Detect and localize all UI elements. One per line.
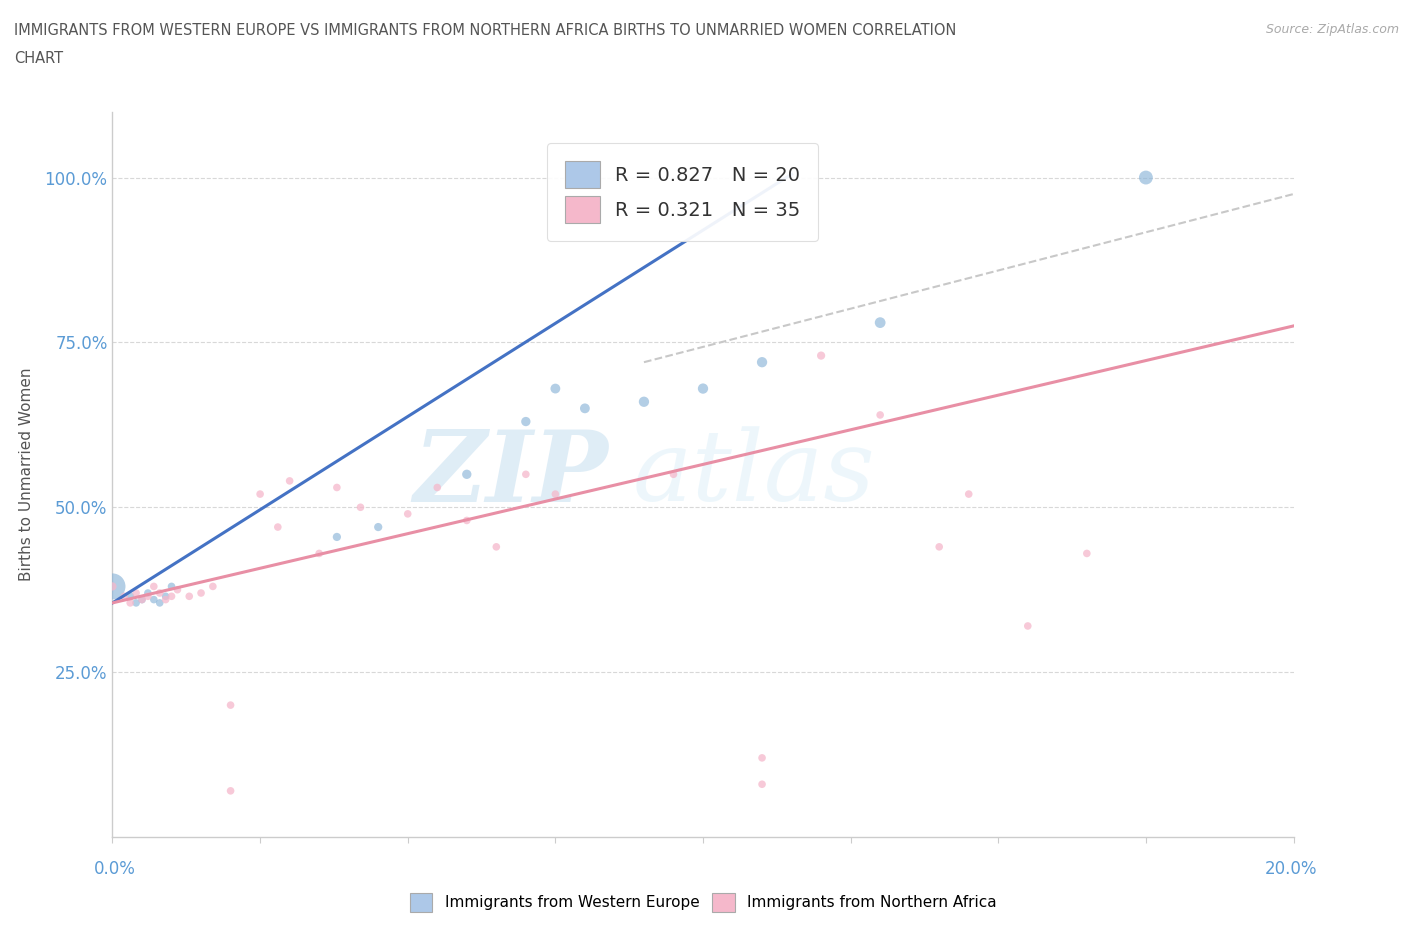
Point xyxy=(179,589,201,604)
Point xyxy=(662,467,685,482)
Point xyxy=(957,486,980,501)
Point xyxy=(1017,618,1039,633)
Point xyxy=(574,401,596,416)
Point xyxy=(751,751,773,765)
Point xyxy=(155,589,177,604)
Point xyxy=(136,589,159,604)
Point xyxy=(160,579,183,594)
Text: IMMIGRANTS FROM WESTERN EUROPE VS IMMIGRANTS FROM NORTHERN AFRICA BIRTHS TO UNMA: IMMIGRANTS FROM WESTERN EUROPE VS IMMIGR… xyxy=(14,23,956,38)
Point xyxy=(219,783,242,798)
Point xyxy=(544,486,567,501)
Text: Source: ZipAtlas.com: Source: ZipAtlas.com xyxy=(1265,23,1399,36)
Point xyxy=(869,407,891,422)
Point xyxy=(396,507,419,522)
Point xyxy=(190,586,212,601)
Point xyxy=(136,586,159,601)
Point xyxy=(426,480,449,495)
Point xyxy=(485,539,508,554)
Point xyxy=(751,777,773,791)
Point xyxy=(166,582,188,597)
Point xyxy=(515,467,537,482)
Text: atlas: atlas xyxy=(633,427,875,522)
Point xyxy=(219,698,242,712)
Point xyxy=(120,589,142,604)
Point xyxy=(120,595,142,610)
Point xyxy=(349,499,371,514)
Point xyxy=(125,595,148,610)
Point xyxy=(456,467,478,482)
Point xyxy=(125,586,148,601)
Point xyxy=(249,486,271,501)
Point xyxy=(751,354,773,369)
Point xyxy=(131,592,153,607)
Point xyxy=(308,546,330,561)
Text: ZIP: ZIP xyxy=(413,426,609,523)
Point xyxy=(1135,170,1157,185)
Point xyxy=(155,592,177,607)
Y-axis label: Births to Unmarried Women: Births to Unmarried Women xyxy=(18,367,34,581)
Point xyxy=(326,480,349,495)
Point xyxy=(869,315,891,330)
Point xyxy=(544,381,567,396)
Point xyxy=(142,592,165,607)
Point xyxy=(1076,546,1098,561)
Point xyxy=(633,394,655,409)
Point xyxy=(367,520,389,535)
Point xyxy=(515,414,537,429)
Legend: R = 0.827   N = 20, R = 0.321   N = 35: R = 0.827 N = 20, R = 0.321 N = 35 xyxy=(547,143,818,241)
Text: 20.0%: 20.0% xyxy=(1264,860,1317,878)
Point xyxy=(201,579,224,594)
Text: CHART: CHART xyxy=(14,51,63,66)
Point xyxy=(149,595,172,610)
Point xyxy=(810,348,832,363)
Point xyxy=(131,592,153,607)
Point xyxy=(101,579,124,594)
Legend: Immigrants from Western Europe, Immigrants from Northern Africa: Immigrants from Western Europe, Immigran… xyxy=(404,887,1002,918)
Point xyxy=(278,473,301,488)
Point xyxy=(160,589,183,604)
Point xyxy=(928,539,950,554)
Point xyxy=(326,529,349,544)
Text: 0.0%: 0.0% xyxy=(94,860,136,878)
Point xyxy=(149,586,172,601)
Point xyxy=(112,589,135,604)
Point xyxy=(456,513,478,528)
Point xyxy=(267,520,290,535)
Point xyxy=(142,579,165,594)
Point xyxy=(692,381,714,396)
Point xyxy=(101,579,124,594)
